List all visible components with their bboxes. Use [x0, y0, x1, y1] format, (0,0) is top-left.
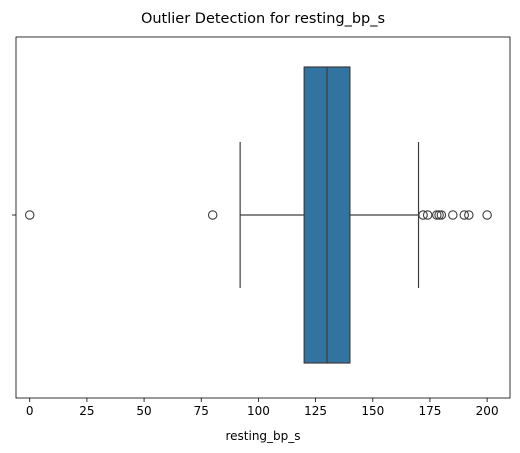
outlier-point [459, 210, 470, 220]
x-tick-label: 0 [26, 404, 34, 418]
x-tick-label: 50 [136, 404, 151, 418]
outlier-point [448, 210, 458, 220]
outlier-point [422, 210, 433, 220]
outlier-point [24, 210, 35, 220]
x-tick-label: 75 [194, 404, 209, 418]
x-tick-label: 175 [419, 404, 442, 418]
outlier-point [464, 210, 474, 220]
outlier-point [436, 210, 447, 220]
x-tick-label: 100 [247, 404, 270, 418]
x-tick-label: 125 [304, 404, 327, 418]
x-tick-label: 25 [79, 404, 94, 418]
outlier-point [418, 210, 428, 220]
plot-marks [24, 66, 492, 364]
chart-title: Outlier Detection for resting_bp_s [141, 11, 385, 27]
outlier-point [434, 210, 444, 220]
x-axis-ticks: 0 25 50 75 100 125 150 175 200 [26, 398, 499, 418]
outlier-point [207, 210, 218, 220]
outlier-point [432, 210, 442, 220]
x-tick-label: 200 [476, 404, 499, 418]
outlier-point [482, 210, 492, 220]
x-tick-label: 150 [361, 404, 384, 418]
x-axis-label: resting_bp_s [225, 429, 300, 443]
plot-frame [15, 36, 511, 399]
